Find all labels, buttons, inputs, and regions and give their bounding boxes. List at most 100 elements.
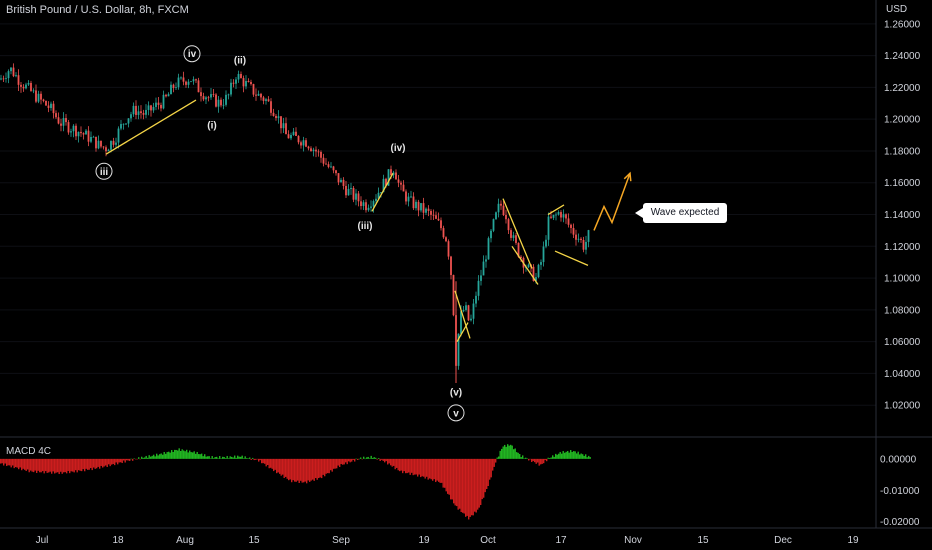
macd-bar xyxy=(208,456,210,459)
macd-bar xyxy=(588,455,590,459)
macd-bar xyxy=(516,452,518,459)
candle xyxy=(585,241,587,250)
macd-bar xyxy=(499,450,501,459)
macd-bar xyxy=(270,458,272,468)
macd-bar xyxy=(459,458,461,509)
candle xyxy=(480,275,482,281)
macd-histogram xyxy=(0,444,591,520)
macd-bar xyxy=(426,458,428,477)
macd-bar xyxy=(420,458,422,478)
macd-bar xyxy=(489,458,491,480)
macd-bar xyxy=(531,458,533,462)
macd-bar xyxy=(93,458,95,468)
macd-bar xyxy=(109,458,111,467)
macd-bar xyxy=(303,458,305,483)
candle xyxy=(35,90,37,102)
time-axis[interactable]: Jul 18 Aug 15 Sep 19 Oct 17 Nov 15 Dec 19 xyxy=(36,535,859,546)
macd-bar xyxy=(511,445,513,459)
candle xyxy=(192,79,195,82)
candle xyxy=(400,182,402,185)
candle xyxy=(277,116,280,119)
macd-bar xyxy=(196,451,198,459)
macd-bar xyxy=(255,458,257,460)
candle xyxy=(77,131,80,137)
macd-axis[interactable]: 0.00000 -0.01000 -0.02000 xyxy=(880,454,920,528)
macd-tick-label: -0.02000 xyxy=(880,517,920,528)
candle xyxy=(415,201,417,209)
candle xyxy=(547,216,550,240)
macd-bar xyxy=(430,458,432,480)
macd-bar xyxy=(525,457,527,459)
macd-bar xyxy=(543,458,545,464)
candle xyxy=(295,131,297,136)
candle xyxy=(495,212,497,220)
macd-bar xyxy=(556,454,558,459)
candle xyxy=(292,131,295,136)
macd-bar xyxy=(220,458,222,459)
macd-bar xyxy=(580,453,582,459)
candle xyxy=(110,140,112,150)
macd-bar xyxy=(177,450,179,459)
macd-bar xyxy=(535,458,537,464)
candle xyxy=(137,111,140,115)
candle xyxy=(80,131,82,134)
candle xyxy=(347,188,350,196)
candle xyxy=(507,219,510,231)
macd-bar xyxy=(39,458,41,473)
macd-bar xyxy=(108,458,110,465)
candle xyxy=(212,94,215,95)
macd-bar xyxy=(369,458,371,459)
macd-bar xyxy=(82,458,84,470)
macd-bar xyxy=(295,458,297,482)
time-tick-label: Oct xyxy=(480,535,496,546)
candle xyxy=(227,94,230,96)
macd-bar xyxy=(444,458,446,488)
candle xyxy=(330,166,332,168)
macd-bar xyxy=(19,458,21,468)
candle xyxy=(90,137,92,142)
macd-bar xyxy=(282,458,284,475)
candle xyxy=(485,259,487,262)
macd-bar xyxy=(385,458,387,462)
macd-bar xyxy=(250,458,252,460)
candle xyxy=(252,84,255,95)
macd-bar xyxy=(276,458,278,474)
candle xyxy=(62,118,65,126)
trend-line xyxy=(502,198,533,269)
macd-bar xyxy=(57,458,59,473)
macd-bar xyxy=(451,458,453,500)
price-axis[interactable]: 1.26000 1.24000 1.22000 1.20000 1.18000 1.160… xyxy=(884,19,921,411)
candle xyxy=(445,237,447,242)
macd-tick-label: -0.01000 xyxy=(880,486,920,497)
candle xyxy=(542,246,545,263)
candle xyxy=(65,118,67,123)
macd-bar xyxy=(445,458,447,492)
macd-bar xyxy=(289,458,291,480)
candle xyxy=(477,280,480,296)
macd-bar xyxy=(466,458,468,516)
candle xyxy=(465,305,467,311)
macd-bar xyxy=(406,458,408,474)
macd-bar xyxy=(7,458,9,466)
time-tick-label: 19 xyxy=(418,535,430,546)
macd-bar xyxy=(34,458,36,471)
macd-bar xyxy=(514,448,516,459)
candle xyxy=(452,275,455,316)
macd-bar xyxy=(43,458,45,474)
macd-bar xyxy=(441,458,443,483)
macd-bar xyxy=(124,458,126,463)
macd-bar xyxy=(358,458,360,460)
macd-bar xyxy=(504,444,506,459)
macd-bar xyxy=(550,457,552,459)
macd-bar xyxy=(87,458,89,470)
candle xyxy=(500,203,502,206)
macd-bar xyxy=(526,458,528,459)
candle xyxy=(270,101,272,113)
candle xyxy=(435,215,437,219)
candle xyxy=(260,93,262,98)
macd-bar xyxy=(372,457,374,459)
macd-bar xyxy=(495,458,497,463)
macd-bar xyxy=(457,458,459,510)
time-tick-label: Dec xyxy=(774,535,792,546)
